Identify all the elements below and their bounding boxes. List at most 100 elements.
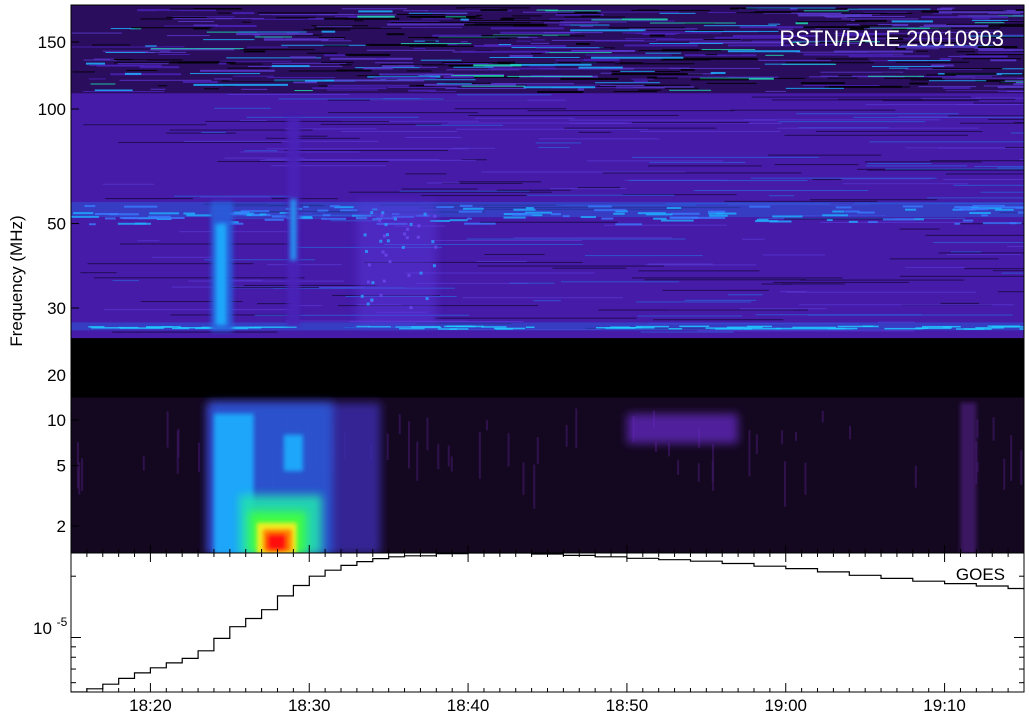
noise-streak <box>450 74 504 77</box>
noise-line <box>933 241 1024 243</box>
noise-streak <box>530 74 563 76</box>
noise-streak <box>90 83 116 85</box>
noise-line <box>953 184 1024 186</box>
noise-line <box>768 154 882 156</box>
noise-streak <box>366 49 455 51</box>
noise-line <box>927 197 1024 199</box>
noise-streak <box>157 85 168 87</box>
noise-line <box>476 260 527 262</box>
noise-line <box>602 172 802 174</box>
noise-line <box>341 131 458 133</box>
noise-streak <box>490 27 564 30</box>
noise-streak <box>476 66 513 68</box>
noise-streak <box>336 69 372 72</box>
noise-streak <box>178 20 215 22</box>
noise-streak <box>684 54 726 57</box>
noise-streak <box>590 56 684 59</box>
noise-streak <box>611 84 691 86</box>
radio-spectrogram <box>71 5 1024 553</box>
noise-line <box>337 305 539 307</box>
noise-streak <box>833 32 927 34</box>
noise-line <box>415 124 503 126</box>
noise-streak <box>469 76 544 78</box>
noise-line <box>774 164 859 166</box>
noise-line <box>1001 272 1024 274</box>
noise-streak <box>522 462 525 495</box>
noise-streak <box>660 59 710 61</box>
interference-spot <box>340 209 358 212</box>
noise-streak <box>633 80 648 83</box>
noise-line <box>200 196 271 198</box>
type2-fragment <box>370 298 374 302</box>
noise-streak <box>444 63 489 65</box>
noise-line <box>456 128 649 130</box>
interference-spot <box>88 326 105 328</box>
noise-streak <box>836 35 868 37</box>
interference-spot <box>286 217 313 220</box>
noise-streak <box>966 54 1024 56</box>
noise-line <box>758 217 966 219</box>
noise-streak <box>909 82 928 85</box>
noise-streak <box>116 59 183 61</box>
noise-line <box>603 224 727 226</box>
noise-streak <box>955 74 998 76</box>
type2-fragment <box>384 253 388 257</box>
type2-fragment <box>409 222 413 226</box>
noise-streak <box>1002 68 1024 70</box>
noise-line <box>796 113 959 115</box>
noise-streak <box>438 36 529 38</box>
interference-spot <box>775 327 819 330</box>
noise-streak <box>293 81 317 84</box>
noise-streak <box>426 417 429 451</box>
noise-streak <box>453 17 483 19</box>
noise-streak <box>916 50 928 52</box>
noise-streak <box>214 78 233 80</box>
noise-streak <box>169 8 243 10</box>
noise-streak <box>406 16 480 18</box>
type2-fragment <box>379 293 383 297</box>
noise-streak <box>85 62 106 65</box>
interference-spot <box>954 206 979 209</box>
type2-fragment <box>409 306 413 310</box>
noise-streak <box>200 69 275 72</box>
noise-streak <box>493 83 574 85</box>
interference-spot <box>913 218 924 221</box>
noise-streak <box>798 14 872 17</box>
interference-spot <box>195 327 222 330</box>
interference-spot <box>679 325 710 328</box>
noise-streak <box>1001 74 1024 76</box>
noise-streak <box>977 52 1024 54</box>
noise-streak <box>238 31 307 33</box>
noise-streak <box>523 86 596 89</box>
noise-streak <box>895 61 970 63</box>
noise-streak <box>940 7 955 9</box>
noise-streak <box>271 62 347 64</box>
interference-spot <box>615 223 643 226</box>
noise-streak <box>492 68 556 70</box>
noise-streak <box>871 65 945 67</box>
noise-streak <box>158 54 190 56</box>
noise-streak <box>81 458 84 492</box>
noise-streak <box>387 86 458 88</box>
noise-streak <box>576 42 590 45</box>
interference-spot <box>580 216 596 219</box>
noise-streak <box>1020 450 1023 485</box>
noise-streak <box>83 90 165 92</box>
late-faint-burst <box>960 402 977 553</box>
noise-streak <box>804 462 807 495</box>
noise-streak <box>72 71 95 73</box>
noise-streak <box>691 78 749 81</box>
noise-streak <box>843 33 888 36</box>
noise-streak <box>303 29 351 31</box>
noise-line <box>867 163 932 165</box>
noise-line <box>227 94 349 96</box>
noise-streak <box>403 10 429 12</box>
noise-line <box>188 280 344 282</box>
type2-fragment <box>370 211 374 215</box>
noise-line <box>987 118 1024 120</box>
noise-streak <box>321 30 336 33</box>
noise-line <box>421 195 528 197</box>
noise-line <box>622 194 737 196</box>
noise-streak <box>543 32 603 34</box>
noise-line <box>513 237 673 239</box>
